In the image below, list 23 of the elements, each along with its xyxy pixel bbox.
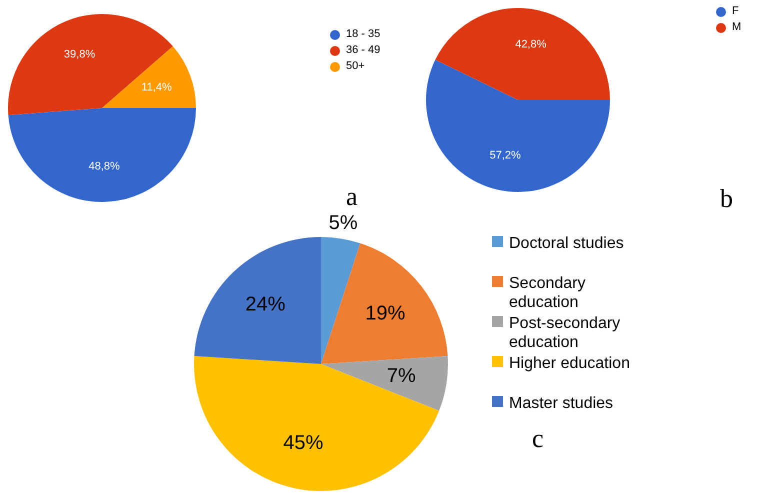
legend-label: 18 - 35 [346,28,380,42]
legend-label: Doctoral studies [509,234,624,254]
data-label: 7% [386,365,416,388]
text: c [532,424,544,454]
data-label: 48,8% [88,160,120,172]
data-label: 5% [328,212,358,234]
text: a [346,182,358,212]
legend-label: Higher education [509,354,630,374]
data-label: 45% [283,432,324,454]
data-label: 57,2% [490,150,522,162]
legend-label: 50+ [346,60,365,74]
legend-label: M [732,21,742,34]
data-label: 24% [245,293,286,316]
legend-label: 36 - 49 [346,44,380,58]
legend-label: F [732,5,739,18]
legend-label: Secondary education [509,274,586,312]
legend-label: Post-secondary education [509,314,622,352]
data-label: 42,8% [515,38,547,50]
data-label: 19% [365,302,406,325]
data-label: 11,4% [141,82,172,94]
data-label: 39,8% [64,48,96,60]
legend-label: Master studies [509,394,614,414]
text: b [720,184,733,214]
